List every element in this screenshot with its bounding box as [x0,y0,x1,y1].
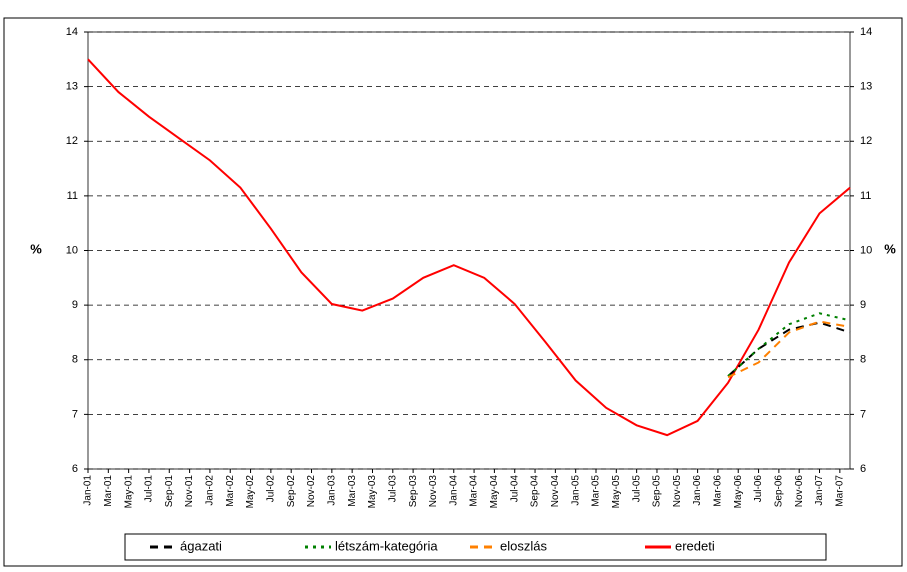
y2-tick-label: 12 [860,135,872,147]
x-tick-label: May-03 [367,475,378,509]
y-tick-label: 10 [66,244,78,256]
y-axis-label: % [30,241,42,256]
x-tick-label: Sep-02 [286,475,297,508]
x-tick-label: Jul-06 [753,475,764,503]
legend-label: ágazati [180,538,222,553]
x-tick-label: Sep-04 [530,475,541,508]
y-tick-label: 7 [72,408,78,420]
x-tick-label: Nov-06 [794,475,805,508]
x-tick-label: Jul-04 [509,475,520,503]
x-tick-label: Jul-03 [387,475,398,503]
y2-axis-label: % [884,241,896,256]
y-tick-label: 11 [67,190,78,202]
series-line [87,58,851,437]
series-line [727,321,851,377]
x-tick-label: Nov-04 [550,475,561,508]
x-tick-label: Jan-03 [326,475,337,506]
y2-tick-label: 6 [860,463,866,475]
legend-label: létszám-kategória [335,538,438,553]
y2-tick-label: 9 [860,299,866,311]
x-tick-label: Jul-02 [266,475,277,503]
y2-tick-label: 14 [860,26,872,38]
y-tick-label: 14 [66,26,78,38]
x-tick-label: Nov-05 [672,475,683,508]
x-tick-label: Jan-07 [814,475,825,506]
x-tick-label: Jan-06 [692,475,703,506]
x-tick-label: Jan-04 [448,475,459,506]
x-tick-label: Mar-05 [591,475,602,507]
x-tick-label: May-06 [733,475,744,509]
x-tick-label: Mar-04 [469,475,480,507]
x-tick-label: Mar-03 [347,475,358,507]
legend-label: eredeti [675,538,715,553]
x-tick-label: May-02 [245,475,256,509]
x-tick-label: Jan-05 [570,475,581,506]
x-tick-label: Jan-02 [205,475,216,506]
x-tick-label: Nov-03 [428,475,439,508]
y2-tick-label: 7 [860,408,866,420]
x-tick-label: Sep-05 [652,475,663,508]
y2-tick-label: 11 [860,190,871,202]
x-tick-label: Nov-01 [184,475,195,508]
y2-tick-label: 8 [860,354,866,366]
legend-label: eloszlás [500,538,547,553]
series-line [727,312,851,377]
x-tick-label: May-01 [123,475,134,509]
x-tick-label: Jan-01 [83,475,94,506]
y2-tick-label: 10 [860,244,872,256]
y-tick-label: 8 [72,354,78,366]
series-line [727,320,851,379]
y-tick-label: 9 [72,299,78,311]
y-tick-label: 12 [66,135,78,147]
x-tick-label: Jul-05 [631,475,642,503]
y-tick-label: 13 [66,81,78,93]
x-tick-label: Sep-03 [408,475,419,508]
x-tick-label: Jul-01 [144,475,155,503]
x-tick-label: Sep-06 [774,475,785,508]
x-tick-label: May-05 [611,475,622,509]
y2-tick-label: 13 [860,81,872,93]
x-tick-label: Mar-02 [225,475,236,507]
x-tick-label: May-04 [489,475,500,509]
x-tick-label: Mar-07 [834,475,845,507]
y-tick-label: 6 [72,463,78,475]
x-tick-label: Mar-01 [103,475,114,507]
x-tick-label: Nov-02 [306,475,317,508]
x-tick-label: Sep-01 [164,475,175,508]
chart-border [3,17,903,567]
x-tick-label: Mar-06 [713,475,724,507]
